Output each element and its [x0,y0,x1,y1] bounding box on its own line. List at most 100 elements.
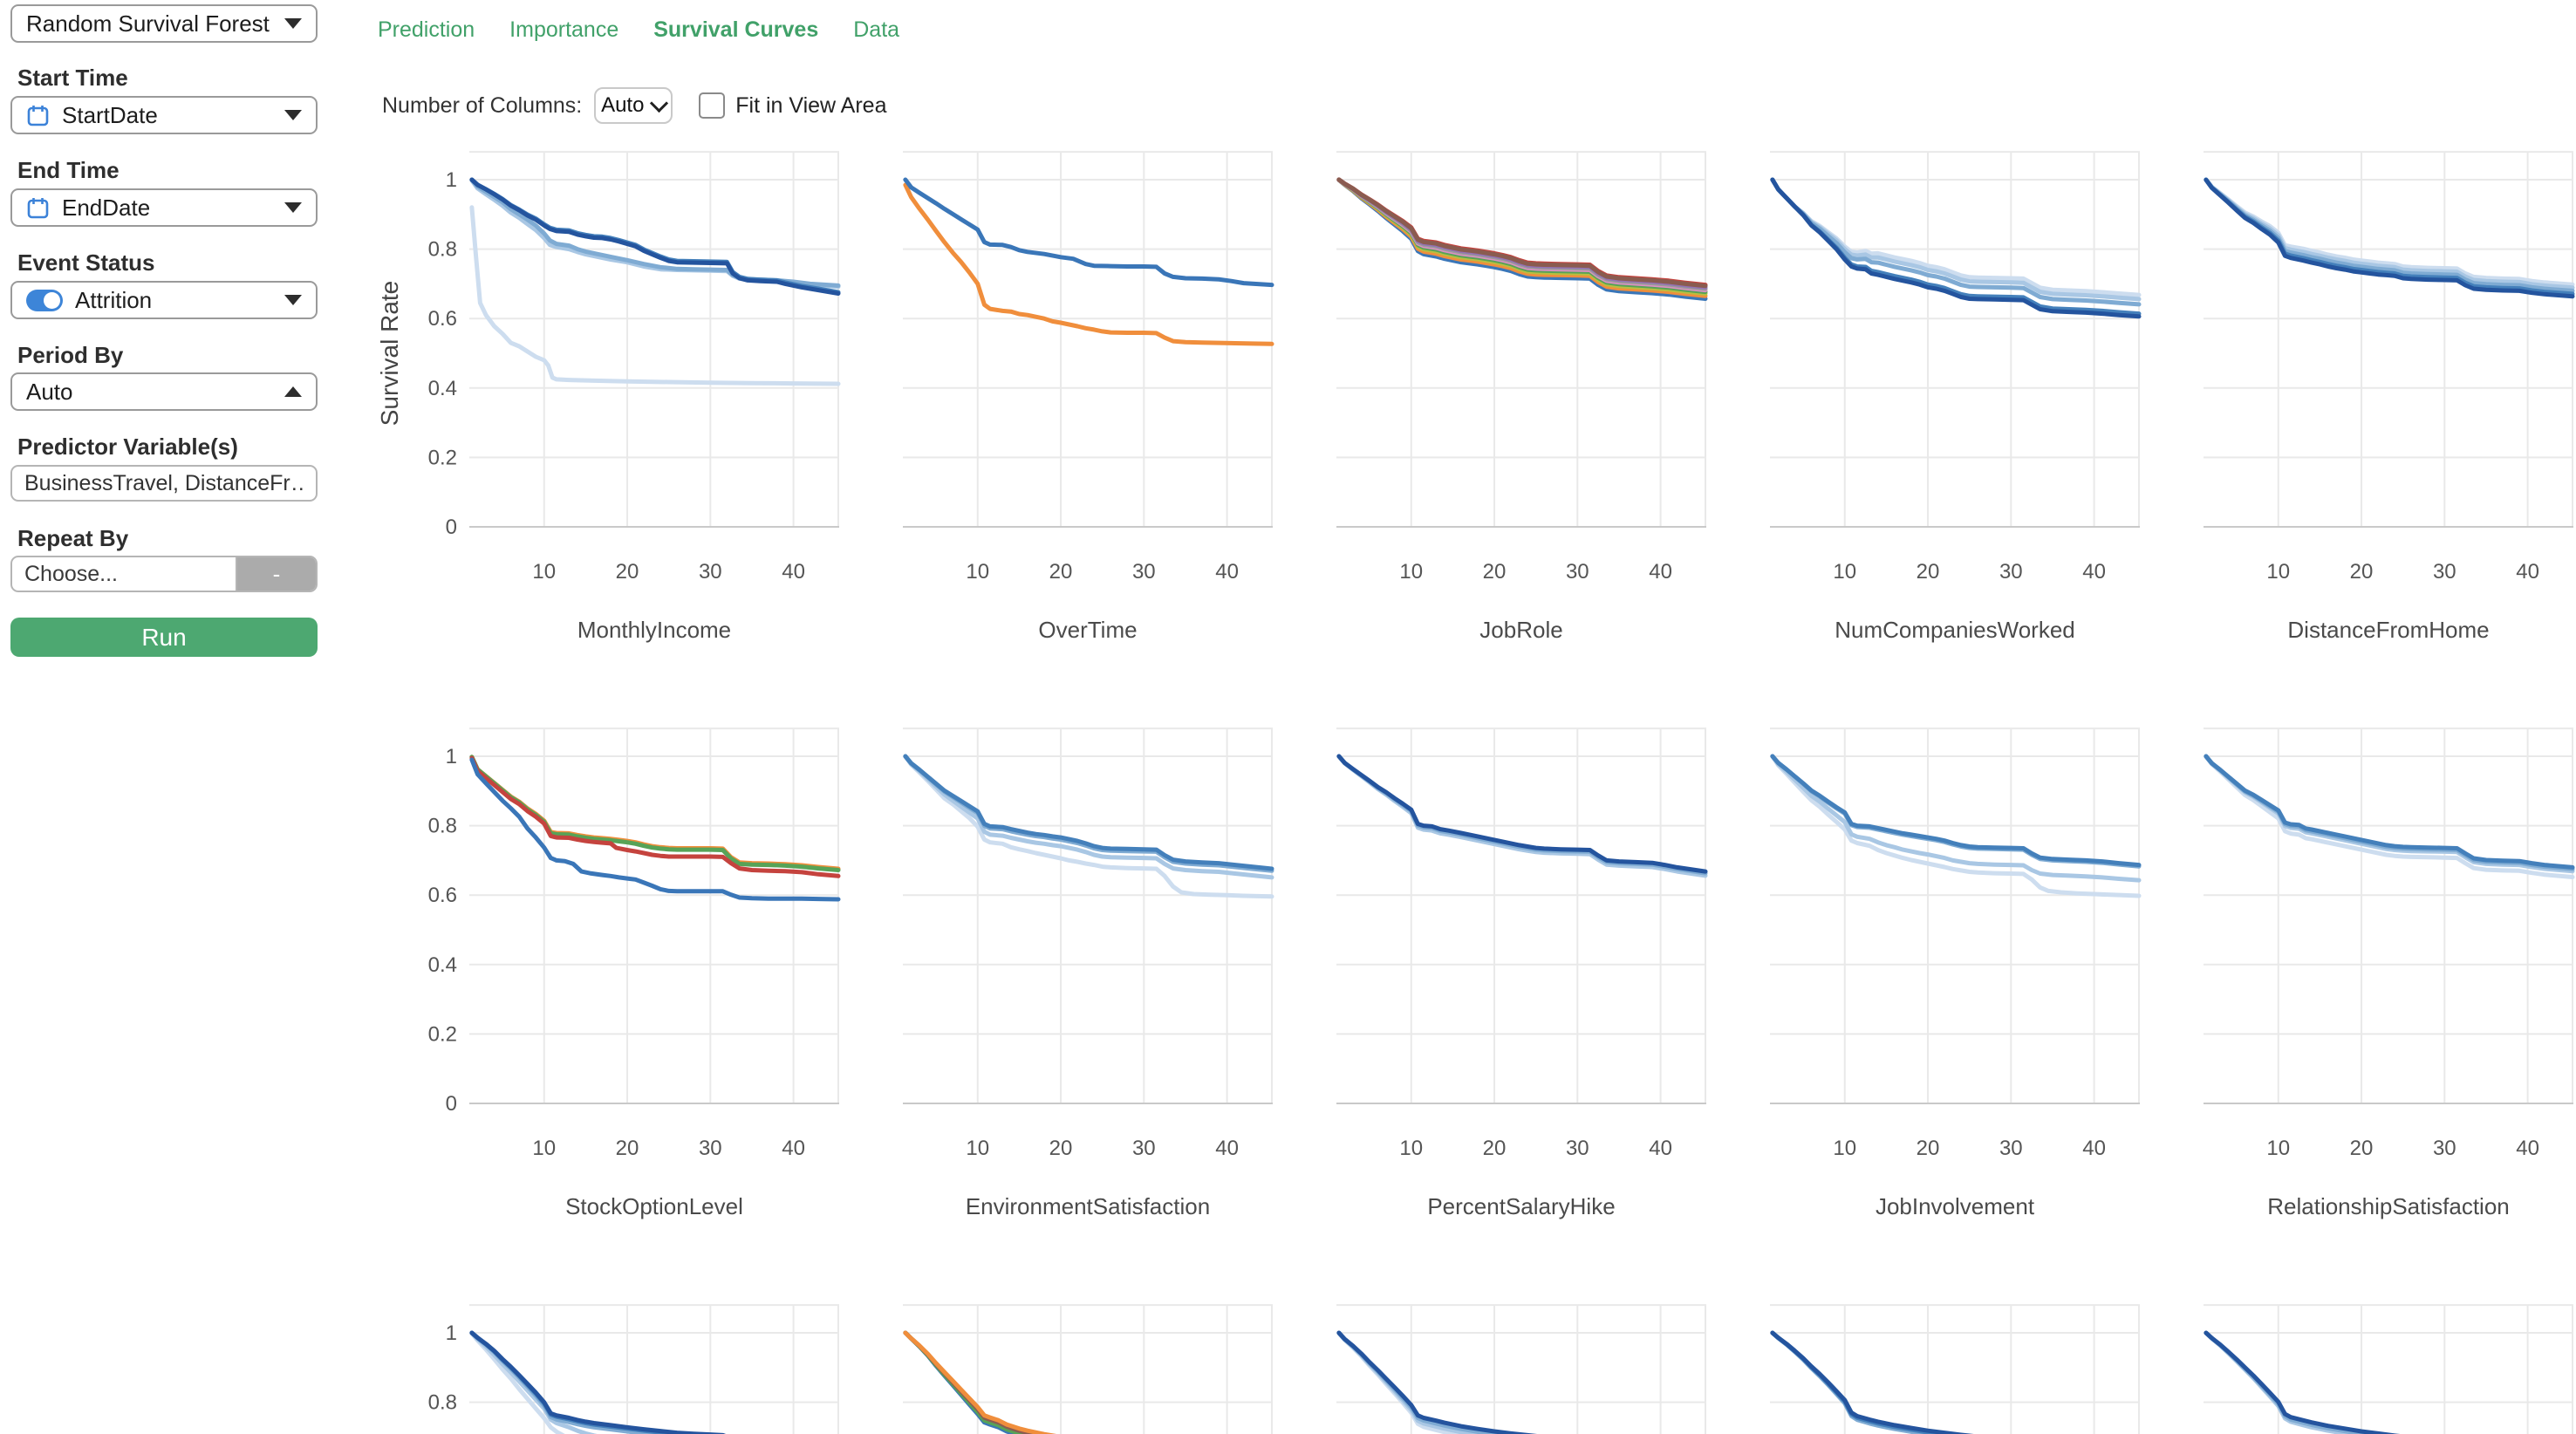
survival-curve-line [1770,1330,1958,1434]
survival-curve-line [469,755,841,872]
survival-curve-line [469,1330,726,1434]
start-time-label: Start Time [17,65,128,91]
model-select-value: Random Survival Forest [26,10,270,37]
survival-curve-line [469,178,841,290]
y-tick-label: 0.8 [428,1391,457,1415]
survival-chart: 10 20 30 40 1 0.8 0.6 0.4 0.2 0 Survival Rate Month… [376,151,841,643]
end-time-select[interactable]: EndDate [10,188,318,227]
x-tick-label: 20 [616,560,639,584]
chevron-down-icon [650,93,669,113]
x-tick-label: 10 [1833,560,1856,584]
tab-importance[interactable]: Importance [509,17,619,42]
survival-curve-line [469,177,841,295]
calendar-icon [26,196,50,220]
x-tick-label: 30 [1999,560,2023,584]
x-tick-label: 10 [1399,1137,1423,1160]
run-button[interactable]: Run [10,618,318,657]
x-tick-label: 30 [1566,1137,1589,1160]
sidebar: Random Survival Forest Start Time StartD… [0,0,349,1434]
model-select[interactable]: Random Survival Forest [10,4,318,43]
y-tick-label: 0.8 [428,238,457,262]
x-tick-label: 10 [1833,1137,1856,1160]
x-tick-label: 20 [1049,560,1073,584]
survival-curve-line [2204,754,2575,871]
x-tick-label: 40 [782,560,805,584]
survival-curve-line [903,754,1274,873]
x-tick-label: 20 [1483,1137,1507,1160]
survival-curve-line [1336,177,1708,289]
x-tick-label: 40 [1215,1137,1239,1160]
event-status-select[interactable]: Attrition [10,281,318,319]
x-tick-label: 40 [2516,560,2539,584]
fit-checkbox[interactable] [699,92,726,119]
x-tick-label: 20 [2350,560,2374,584]
chart-title: RelationshipSatisfaction [2267,1193,2510,1219]
event-status-label: Event Status [17,249,155,276]
survival-curve-line [1336,1330,1511,1434]
survival-curve-line [1336,177,1708,290]
survival-curve-line [469,757,841,902]
tab-survival-curves[interactable]: Survival Curves [653,17,819,42]
survival-curve-line [1336,754,1708,876]
survival-curve-line [1336,754,1708,874]
x-tick-label: 40 [2082,560,2106,584]
survival-chart: 10 20 30 40 DistanceFromHome [2204,151,2575,643]
x-tick-label: 10 [2266,1137,2290,1160]
survival-curve-line [1336,1330,1537,1434]
survival-curve-line [2204,1330,2381,1434]
y-tick-label: 1 [446,168,457,192]
survival-chart: 10 20 30 40 JobInvolvement [1770,727,2142,1219]
repeat-by-label: Repeat By [17,525,129,551]
repeat-by-remove-button[interactable]: - [236,557,316,591]
chart-title: StockOptionLevel [565,1193,743,1219]
columns-select-value: Auto [601,93,645,117]
x-tick-label: 10 [532,560,556,584]
start-time-select[interactable]: StartDate [10,96,318,134]
x-tick-label: 40 [1649,560,1672,584]
x-tick-label: 30 [2433,1137,2456,1160]
survival-curve-line [2204,177,2575,297]
period-by-select[interactable]: Auto [10,372,318,411]
x-tick-label: 30 [1566,560,1589,584]
x-tick-label: 20 [1049,1137,1073,1160]
survival-curve-line [903,754,1274,899]
survival-curve-line [1770,177,2142,307]
x-tick-label: 10 [966,1137,989,1160]
survival-curve-line [903,1330,1044,1434]
x-tick-label: 40 [1215,560,1239,584]
x-tick-label: 30 [699,560,722,584]
repeat-by-select[interactable]: Choose... [24,561,119,586]
survival-chart: 10 20 30 40 1 0.8 0.6 0.4 0.2 0 StockOptionLevel [428,727,841,1219]
survival-curve-line [1336,177,1708,295]
survival-curve-line [1770,177,2142,297]
y-axis-title: Survival Rate [376,281,403,427]
survival-curve-line [1770,177,2142,317]
event-status-value: Attrition [75,286,153,313]
columns-select[interactable]: Auto [594,87,673,124]
tab-prediction[interactable]: Prediction [378,17,475,42]
x-tick-label: 20 [2350,1137,2374,1160]
chart-title: OverTime [1038,617,1137,643]
x-tick-label: 10 [1399,560,1423,584]
chart-title: EnvironmentSatisfaction [966,1193,1210,1219]
start-time-value: StartDate [62,101,158,128]
survival-curve-line [2204,177,2575,290]
x-tick-label: 10 [966,560,989,584]
predictor-input[interactable]: BusinessTravel, DistanceFr… [10,465,318,502]
survival-curve-line [1336,177,1708,296]
period-by-value: Auto [26,378,73,405]
x-tick-label: 40 [2516,1137,2539,1160]
x-tick-label: 40 [2082,1137,2106,1160]
tab-data[interactable]: Data [853,17,900,42]
end-time-label: End Time [17,157,120,183]
predictor-value: BusinessTravel, DistanceFr… [24,470,304,495]
survival-curve-line [469,177,841,288]
survival-curve-line [2204,1330,2401,1434]
survival-curve-line [469,205,841,386]
survival-curve-line [2204,177,2575,299]
y-tick-label: 1 [446,745,457,768]
survival-curve-line [2204,754,2575,874]
